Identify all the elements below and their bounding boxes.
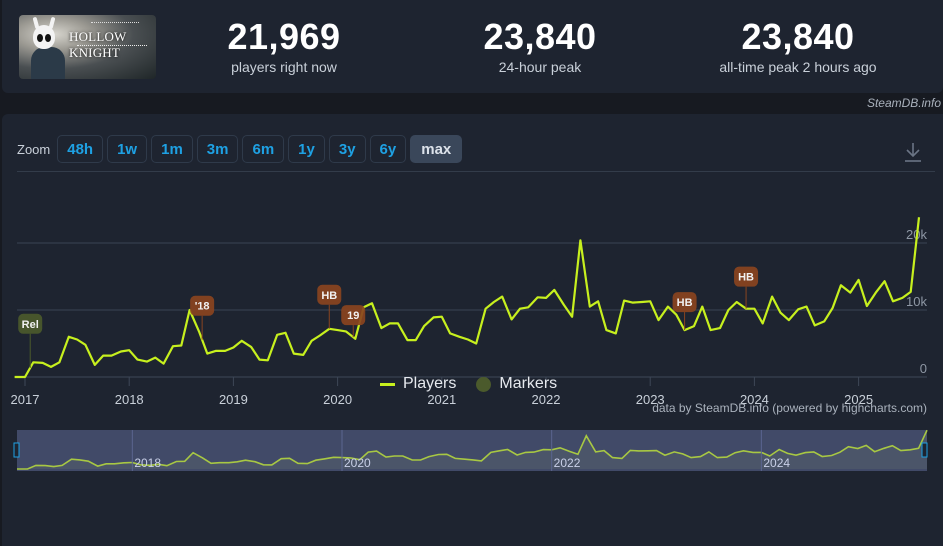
navigator-left-handle[interactable] [13,442,20,458]
svg-text:Rel: Rel [22,319,39,331]
knight-cloak-art [31,47,65,79]
stat-label: all-time peak 2 hours ago [719,59,877,75]
svg-text:2023: 2023 [636,392,665,407]
marker-rel[interactable]: Rel [18,313,43,368]
navigator-labels: 2018 2020 2022 2024 [131,430,790,471]
svg-text:'18: '18 [195,301,210,313]
steamdb-credit[interactable]: SteamDB.info [866,96,941,110]
marker-hb[interactable]: HB [317,284,342,329]
stat-value: 23,840 [483,16,597,57]
zoom-1y-button[interactable]: 1y [288,135,325,163]
download-icon[interactable] [903,140,923,164]
stat-all-time-peak: 23,840 all-time peak 2 hours ago [698,16,898,76]
chart-gridlines [17,242,927,378]
legend-item-players[interactable]: Players [380,375,456,393]
svg-text:2022: 2022 [532,392,561,407]
ornament-art [91,22,139,25]
svg-text:2025: 2025 [844,392,873,407]
svg-text:2024: 2024 [740,392,769,407]
svg-text:2017: 2017 [11,392,40,407]
zoom-6y-button[interactable]: 6y [369,135,407,163]
stat-value: 23,840 [741,16,855,57]
chart-markers[interactable]: Rel '18 HB 19 HB HB [18,266,759,368]
svg-text:HB: HB [321,290,337,302]
navigator-line [17,429,928,470]
header-bar: HOLLOW KNIGHT 21,969 players right now 2… [2,0,943,93]
stat-label: 24-hour peak [498,59,582,75]
zoom-max-button[interactable]: max [410,135,463,163]
stat-current-players: 21,969 players right now [198,16,370,76]
navigator[interactable]: 2018 2020 2022 2024 [13,429,928,471]
svg-text:2020: 2020 [323,392,352,407]
x-axis-labels: 2017 2018 2019 2020 2021 2022 2023 2024 2025 [11,377,873,407]
svg-text:0: 0 [920,361,927,376]
marker-hb[interactable]: HB [734,266,759,309]
svg-text:2018: 2018 [134,456,161,470]
legend-item-markers[interactable]: Markers [476,375,557,393]
zoom-1w-button[interactable]: 1w [107,135,148,163]
knight-head-art [33,25,55,49]
legend-label: Markers [499,375,558,392]
svg-text:HB: HB [738,272,754,284]
stat-value: 21,969 [227,16,341,57]
svg-text:HB: HB [677,297,693,309]
highcharts-credit[interactable]: data by SteamDB.info (powered by highcha… [652,401,927,415]
chart-panel: Zoom 48h 1w 1m 3m 6m 1y 3y 6y max [2,114,943,546]
svg-text:2021: 2021 [427,392,456,407]
zoom-1m-button[interactable]: 1m [151,135,193,163]
zoom-6m-button[interactable]: 6m [242,135,285,163]
marker-18[interactable]: '18 [190,295,215,340]
svg-text:19: 19 [347,310,359,322]
ornament-art [77,45,147,48]
game-capsule-image[interactable]: HOLLOW KNIGHT [19,15,156,79]
players-series-line[interactable] [14,217,921,379]
stat-label: players right now [231,59,337,75]
chart-top-divider [17,171,935,172]
zoom-3m-button[interactable]: 3m [196,135,239,163]
svg-text:2022: 2022 [554,456,581,470]
stat-24h-peak: 23,840 24-hour peak [454,16,626,76]
zoom-label: Zoom [17,141,51,157]
dot-swatch-icon [476,376,492,392]
navigator-area [17,430,927,469]
svg-text:2018: 2018 [115,392,144,407]
legend-label: Players [403,375,457,392]
navigator-right-handle[interactable] [921,442,928,458]
zoom-controls: Zoom 48h 1w 1m 3m 6m 1y 3y 6y max [17,135,463,163]
marker-19[interactable]: 19 [341,305,366,338]
game-title: HOLLOW KNIGHT [69,29,127,60]
line-swatch-icon [380,382,395,386]
zoom-48h-button[interactable]: 48h [57,135,104,163]
svg-text:2024: 2024 [763,456,790,470]
zoom-3y-button[interactable]: 3y [328,135,366,163]
svg-text:2020: 2020 [344,456,371,470]
chart-legend: Players Markers [380,375,557,393]
svg-text:2019: 2019 [219,392,248,407]
marker-hb[interactable]: HB [672,292,697,331]
svg-text:10k: 10k [906,294,927,309]
